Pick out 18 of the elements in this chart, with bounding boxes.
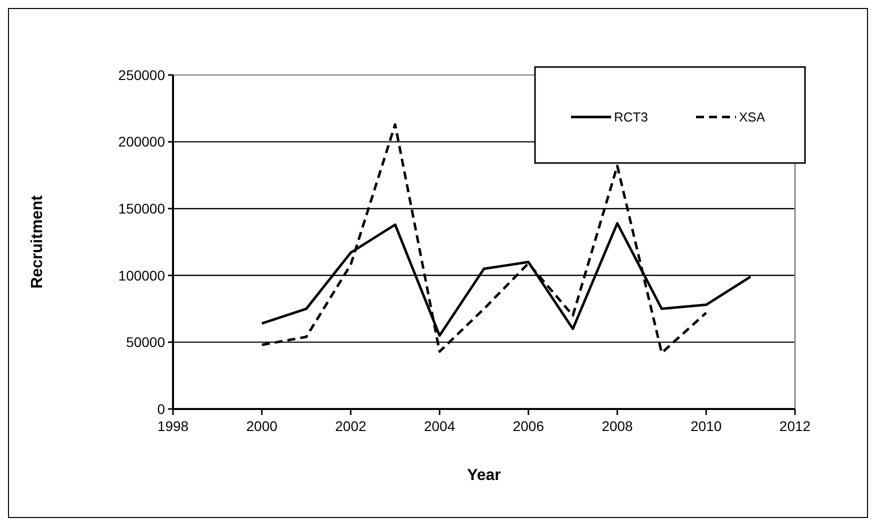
y-tick-label: 200000: [118, 134, 166, 150]
x-tick-label: 2008: [602, 418, 634, 434]
x-tick-label: 1998: [157, 418, 189, 434]
legend-label: RCT3: [614, 110, 648, 125]
legend-label: XSA: [739, 110, 766, 125]
y-tick-label: 150000: [118, 200, 166, 216]
x-tick-label: 2012: [779, 418, 811, 434]
y-tick-label: 50000: [126, 334, 166, 350]
x-tick-label: 2010: [690, 418, 722, 434]
x-axis-title: Year: [467, 467, 501, 484]
x-tick-label: 2002: [335, 418, 366, 434]
x-tick-label: 2006: [512, 418, 544, 434]
x-tick-label: 2000: [246, 418, 278, 434]
x-tick-label: 2004: [424, 418, 456, 434]
y-tick-label: 0: [157, 400, 166, 417]
y-tick-label: 250000: [118, 66, 166, 83]
y-tick-label: 100000: [118, 267, 166, 284]
y-axis-title: Recruitment: [29, 194, 46, 289]
